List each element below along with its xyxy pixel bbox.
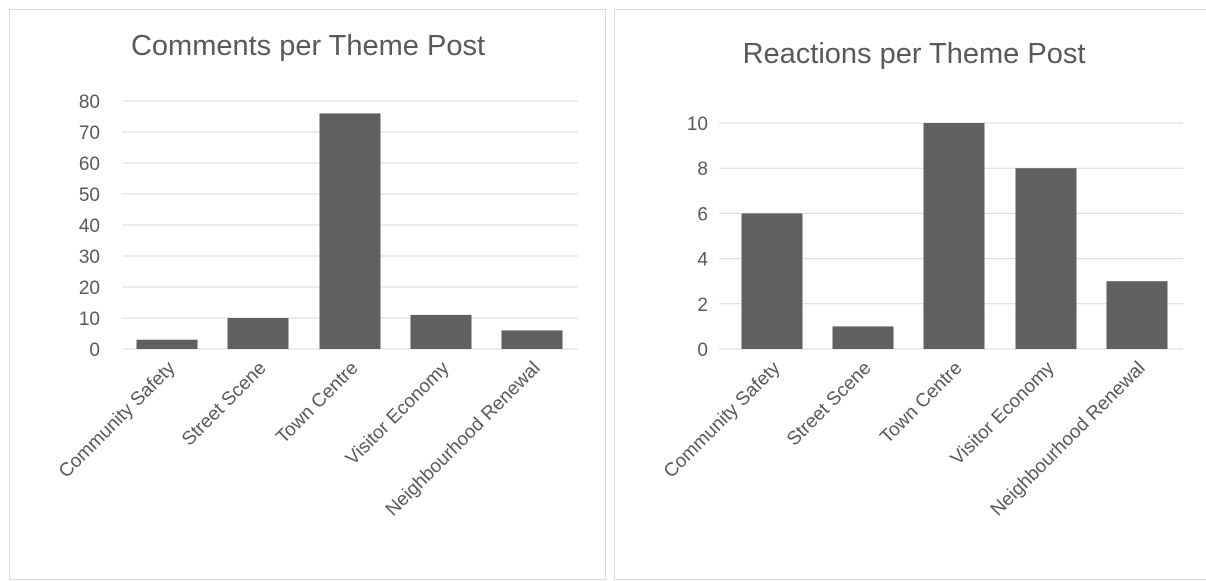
y-tick-label: 70 xyxy=(79,123,100,144)
comments-chart-panel: Comments per Theme Post 0 10 20 30 40 50 60 70 8… xyxy=(9,9,606,580)
y-tick-label: 20 xyxy=(79,278,100,299)
bar xyxy=(227,318,289,349)
x-category-label: Town Centre xyxy=(876,358,966,448)
bars xyxy=(136,113,563,350)
y-tick-label: 2 xyxy=(697,295,708,316)
y-tick-label: 0 xyxy=(89,340,100,361)
x-category-label: Street Scene xyxy=(783,358,876,451)
bar xyxy=(319,113,381,350)
bar xyxy=(923,123,985,349)
x-category-label: Community Safety xyxy=(660,357,785,482)
y-tick-label: 0 xyxy=(697,340,708,361)
y-tick-label: 50 xyxy=(79,185,100,206)
y-axis-ticks: 0 2 4 6 8 10 xyxy=(687,114,709,361)
bars xyxy=(741,123,1168,349)
x-category-label: Neighbourhood Renewal xyxy=(382,358,545,521)
comments-chart: Comments per Theme Post 0 10 20 30 40 50 60 70 8… xyxy=(55,30,578,520)
chart-title: Comments per Theme Post xyxy=(131,30,485,62)
bar xyxy=(1106,281,1168,349)
bar xyxy=(832,326,894,349)
y-tick-label: 8 xyxy=(697,159,708,180)
bar xyxy=(741,213,803,349)
bar xyxy=(1015,168,1077,349)
y-tick-label: 4 xyxy=(697,250,708,271)
x-category-label: Street Scene xyxy=(178,358,271,451)
y-tick-label: 10 xyxy=(79,309,100,330)
y-tick-label: 80 xyxy=(79,92,100,113)
y-tick-label: 30 xyxy=(79,247,100,268)
y-tick-label: 60 xyxy=(79,154,100,175)
x-category-label: Neighbourhood Renewal xyxy=(987,358,1150,521)
x-category-label: Community Safety xyxy=(55,357,180,482)
reactions-chart: Reactions per Theme Post 0 2 4 6 8 10 Communi… xyxy=(660,38,1183,520)
y-tick-label: 10 xyxy=(687,114,708,135)
bar xyxy=(410,314,472,349)
bar xyxy=(136,339,198,349)
chart-title: Reactions per Theme Post xyxy=(743,38,1086,70)
y-tick-label: 40 xyxy=(79,216,100,237)
y-axis-ticks: 0 10 20 30 40 50 60 70 80 xyxy=(79,92,100,361)
bar xyxy=(501,330,563,349)
y-tick-label: 6 xyxy=(697,204,708,225)
reactions-chart-panel: Reactions per Theme Post 0 2 4 6 8 10 Communi… xyxy=(614,9,1206,580)
x-category-label: Town Centre xyxy=(272,358,362,448)
